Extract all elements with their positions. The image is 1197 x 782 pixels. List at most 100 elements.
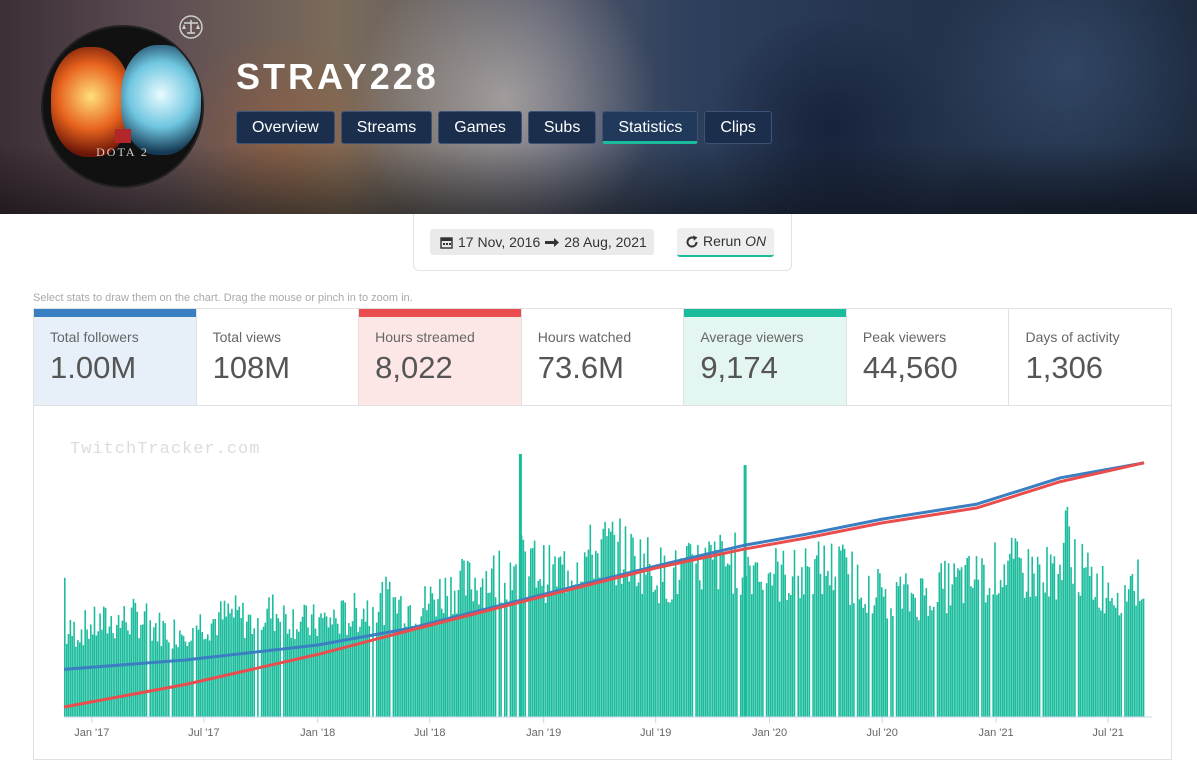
average-viewers-bar — [643, 553, 645, 717]
average-viewers-bar — [156, 641, 159, 717]
average-viewers-bar — [606, 536, 608, 717]
average-viewers-bar — [806, 566, 809, 717]
stat-hours-watched[interactable]: Hours watched 73.6M — [521, 309, 685, 405]
average-viewers-bar — [387, 589, 389, 717]
average-viewers-bar — [975, 556, 978, 717]
average-viewers-spike — [518, 454, 522, 717]
channel-avatar: DOTA 2 — [41, 25, 204, 188]
hours-streamed-line — [63, 461, 1145, 709]
tab-clips[interactable]: Clips — [704, 111, 772, 144]
average-viewers-bar — [706, 552, 708, 717]
average-viewers-bar — [86, 629, 88, 717]
banner-art — [340, 0, 670, 214]
average-viewers-bar — [346, 634, 348, 717]
average-viewers-bar — [700, 589, 703, 717]
average-viewers-bar — [197, 629, 200, 717]
average-viewers-bar — [971, 587, 974, 717]
average-viewers-bar — [400, 596, 402, 717]
average-viewers-bar — [819, 573, 822, 717]
stat-total-followers[interactable]: Total followers 1.00M — [34, 309, 197, 405]
average-viewers-bar — [1131, 574, 1134, 717]
average-viewers-bar — [583, 552, 586, 717]
average-viewers-bar — [82, 645, 85, 717]
average-viewers-bar — [609, 531, 612, 717]
average-viewers-bar — [127, 630, 129, 717]
average-viewers-bar — [905, 573, 907, 717]
average-viewers-bar — [931, 610, 933, 717]
average-viewers-bar — [1046, 546, 1048, 717]
average-viewers-bar — [303, 604, 306, 717]
average-viewers-bar — [1059, 564, 1061, 717]
average-viewers-bar — [574, 584, 577, 717]
average-viewers-bar — [515, 564, 517, 717]
average-viewers-bar — [1053, 556, 1056, 717]
stat-days-of-activity[interactable]: Days of activity 1,306 — [1009, 309, 1172, 405]
average-viewers-bar — [296, 629, 298, 717]
average-viewers-bar — [567, 570, 569, 717]
tab-overview[interactable]: Overview — [236, 111, 335, 144]
tab-subs[interactable]: Subs — [527, 111, 597, 144]
average-viewers-bar — [663, 555, 666, 717]
average-viewers-bar — [1092, 599, 1095, 717]
average-viewers-bar — [570, 580, 573, 717]
average-viewers-bar — [619, 518, 621, 717]
average-viewers-bar — [294, 639, 296, 717]
x-axis-tick-label: Jul '19 — [640, 727, 671, 739]
average-viewers-bar — [767, 573, 770, 717]
average-viewers-bar — [689, 544, 692, 717]
average-viewers-bar — [177, 647, 179, 717]
average-viewers-bar — [845, 557, 848, 717]
stat-average-viewers[interactable]: Average viewers 9,174 — [684, 309, 847, 405]
average-viewers-bar — [453, 590, 456, 717]
average-viewers-bar — [791, 576, 794, 717]
average-viewers-bar — [669, 602, 671, 717]
average-viewers-bar — [149, 620, 151, 717]
x-axis-tick-label: Jul '17 — [188, 727, 219, 739]
average-viewers-bar — [309, 635, 311, 717]
average-viewers-bar — [691, 554, 694, 717]
average-viewers-bar — [960, 567, 963, 717]
average-viewers-bar — [944, 560, 946, 717]
average-viewers-bar — [563, 551, 566, 717]
average-viewers-bar — [596, 553, 599, 717]
average-viewers-bar — [472, 601, 475, 717]
tab-streams[interactable]: Streams — [340, 111, 433, 144]
average-viewers-bar — [658, 603, 660, 717]
average-viewers-bar — [64, 577, 66, 717]
average-viewers-bar — [1081, 544, 1084, 717]
average-viewers-bar — [106, 633, 109, 717]
statistics-chart[interactable]: TwitchTracker.com Jan '17 Jul '17 Jan '18 J… — [33, 406, 1172, 760]
date-controls: 17 Nov, 2016 28 Aug, 2021 Rerun ON — [413, 214, 792, 271]
date-end: 28 Aug, 2021 — [564, 234, 647, 250]
tab-statistics[interactable]: Statistics — [602, 111, 699, 144]
average-viewers-bar — [684, 559, 686, 717]
stat-hours-streamed[interactable]: Hours streamed 8,022 — [359, 309, 522, 405]
stat-label: Total followers — [50, 329, 139, 345]
average-viewers-bar — [992, 594, 994, 717]
average-viewers-bar — [411, 625, 413, 717]
chart-canvas[interactable]: Jan '17 Jul '17 Jan '18 Jul '18 Jan '19 Jul '… — [34, 406, 1173, 760]
stat-cards: Total followers 1.00M Total views 108M H… — [33, 308, 1172, 406]
average-viewers-bar — [134, 602, 137, 717]
average-viewers-bar — [1051, 563, 1054, 717]
stat-peak-viewers[interactable]: Peak viewers 44,560 — [846, 309, 1010, 405]
average-viewers-bar — [962, 603, 965, 717]
average-viewers-bar — [234, 595, 237, 717]
average-viewers-bar — [661, 581, 664, 717]
average-viewers-bar — [751, 594, 753, 717]
scale-icon[interactable] — [177, 15, 205, 39]
average-viewers-bar — [129, 634, 131, 717]
average-viewers-bar — [479, 587, 482, 717]
stat-total-views[interactable]: Total views 108M — [196, 309, 360, 405]
average-viewers-bar — [504, 582, 506, 717]
rerun-toggle[interactable]: Rerun ON — [677, 228, 775, 257]
average-viewers-bar — [481, 578, 484, 717]
average-viewers-bar — [1012, 558, 1015, 717]
average-viewers-bar — [463, 560, 465, 717]
average-viewers-bar — [556, 586, 558, 717]
average-viewers-bar — [983, 564, 985, 717]
average-viewers-bar — [166, 639, 168, 717]
tab-games[interactable]: Games — [438, 111, 522, 144]
date-range-picker[interactable]: 17 Nov, 2016 28 Aug, 2021 — [430, 229, 654, 255]
average-viewers-bar — [717, 589, 720, 717]
